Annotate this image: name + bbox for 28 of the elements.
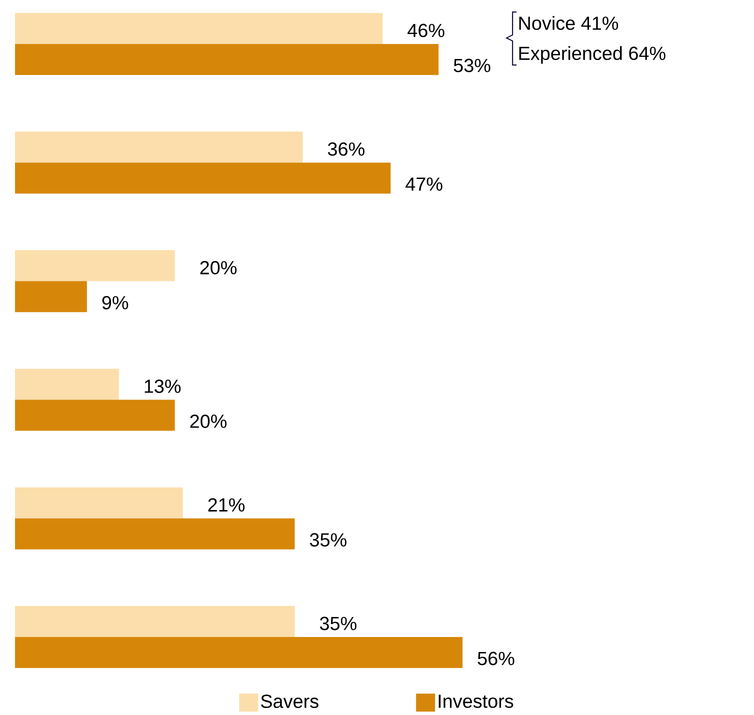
data-label: 53% — [454, 58, 490, 72]
legend-label: Savers — [261, 694, 318, 708]
bar — [15, 636, 463, 668]
bar — [15, 606, 295, 637]
data-label: 46% — [408, 24, 444, 38]
data-label: 36% — [328, 142, 364, 156]
legend-label: Investors — [438, 694, 514, 708]
data-label: 13% — [144, 380, 181, 393]
bar — [15, 281, 87, 312]
data-label: 47% — [406, 177, 442, 191]
bar — [15, 250, 175, 282]
text: Novice 41% — [519, 16, 618, 30]
data-label: 56% — [478, 652, 514, 666]
data-label: 20% — [190, 414, 227, 428]
data-label: 35% — [320, 616, 356, 630]
bar — [15, 132, 303, 163]
data-label: 9% — [102, 296, 128, 310]
bar — [15, 368, 119, 400]
bar — [15, 400, 175, 431]
data-label: 35% — [310, 533, 346, 547]
bar — [15, 162, 391, 194]
bar — [15, 44, 439, 75]
bar — [15, 12, 383, 44]
data-label: 20% — [200, 260, 237, 274]
data-label: 21% — [208, 498, 245, 512]
text: Experienced 64% — [519, 46, 666, 64]
bar — [15, 487, 183, 518]
bar — [15, 518, 295, 550]
